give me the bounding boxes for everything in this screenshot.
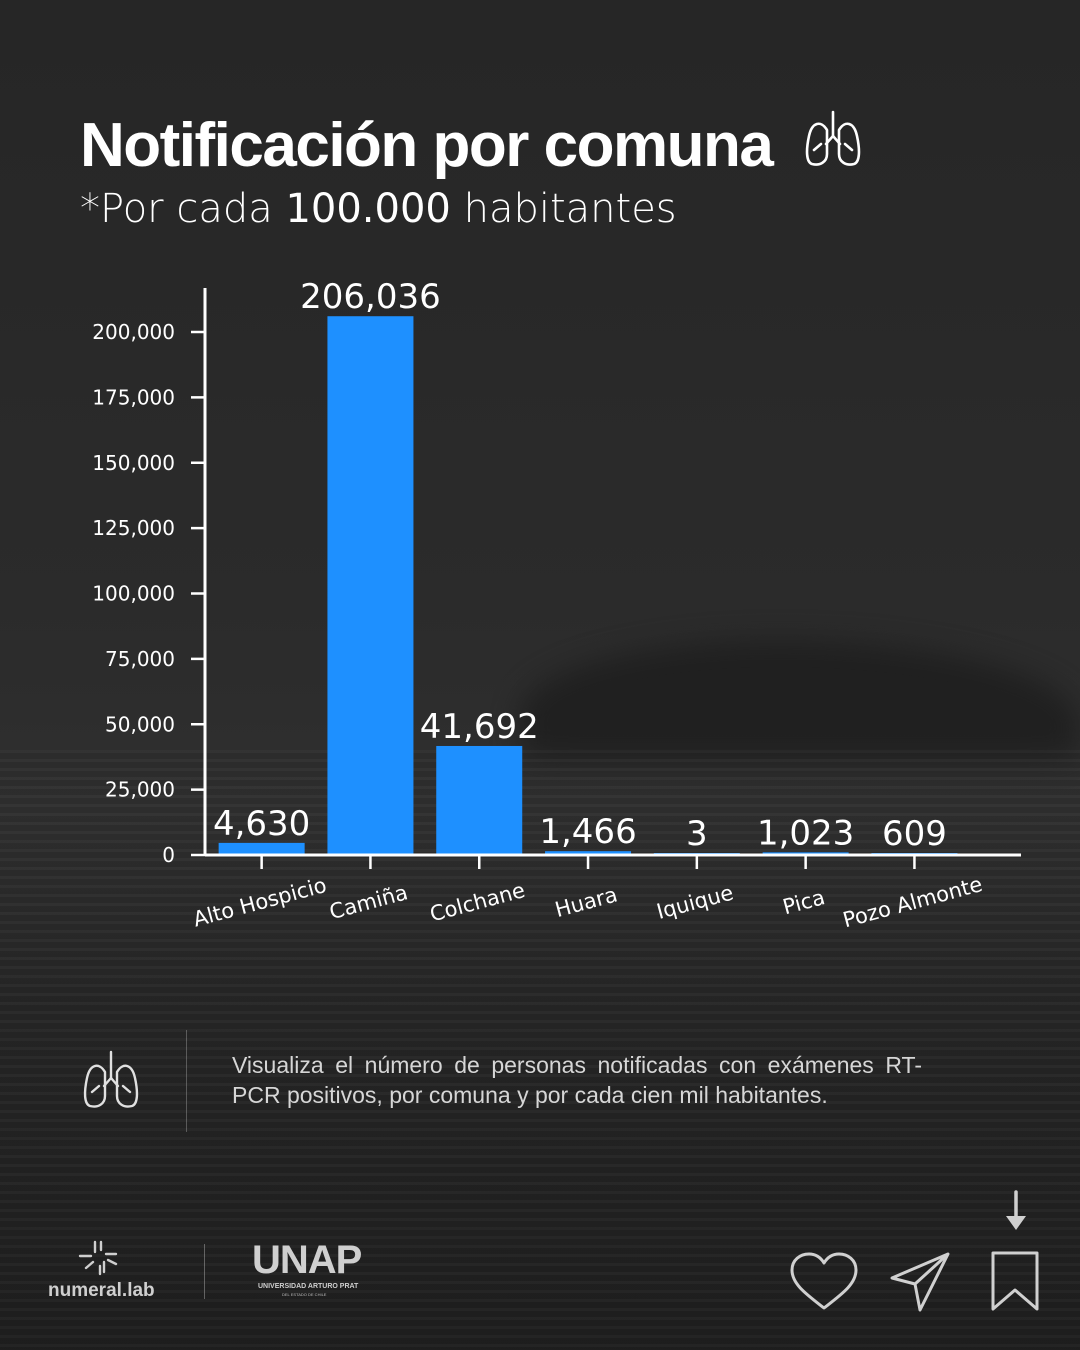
chart-bar [327,316,413,855]
bar-value-label: 1,466 [539,812,636,852]
send-icon[interactable] [888,1250,952,1314]
y-tick-label: 200,000 [92,320,175,344]
y-tick-label: 25,000 [105,778,175,802]
unap-logo: UNAP [252,1238,361,1283]
page-title: Notificación por comuna [80,110,772,181]
bar-chart: 4,630 Alto Hospicio 206,036 Camiña 41,692 Col… [0,270,1080,970]
subtitle-number: 100.000 [285,186,450,232]
bar-value-label: 3 [686,814,708,854]
chart-bar [219,843,305,855]
y-tick-label: 125,000 [92,516,175,540]
unap-logo-subtitle-2: DEL ESTADO DE CHILE [282,1292,326,1297]
x-tick-label: Alto Hospicio [191,873,329,932]
x-tick-label: Iquique [654,881,736,924]
heart-icon[interactable] [788,1250,860,1314]
arrow-down-icon [1004,1190,1028,1234]
bar-value-label: 41,692 [420,707,539,747]
chart-bar [436,746,522,855]
numeral-lab-logo: numeral.lab [48,1280,155,1302]
logo-divider [204,1244,205,1299]
y-tick-label: 150,000 [92,451,175,475]
x-tick-label: Pozo Almonte [840,872,985,932]
lungs-icon [78,1048,144,1114]
page-subtitle: *Por cada 100.000 habitantes [80,186,677,232]
subtitle-prefix: *Por cada [80,186,285,232]
lungs-icon [800,106,866,172]
unap-logo-subtitle: UNIVERSIDAD ARTURO PRAT [258,1283,358,1290]
bar-value-label: 609 [882,814,947,854]
x-tick-label: Camiña [327,880,411,924]
y-tick-label: 100,000 [92,582,175,606]
y-tick-label: 50,000 [105,712,175,736]
info-divider [186,1030,187,1132]
bar-value-label: 206,036 [300,277,441,317]
y-tick-label: 75,000 [105,647,175,671]
info-description: Visualiza el número de personas notifica… [232,1050,922,1110]
x-tick-label: Huara [552,882,620,922]
x-tick-label: Pica [780,885,827,919]
y-tick-label: 0 [162,843,175,867]
y-tick-label: 175,000 [92,385,175,409]
subtitle-suffix: habitantes [451,186,677,232]
x-tick-label: Colchane [427,878,527,926]
bar-value-label: 4,630 [213,804,310,844]
bar-value-label: 1,023 [757,813,854,853]
bookmark-icon[interactable] [988,1250,1042,1314]
